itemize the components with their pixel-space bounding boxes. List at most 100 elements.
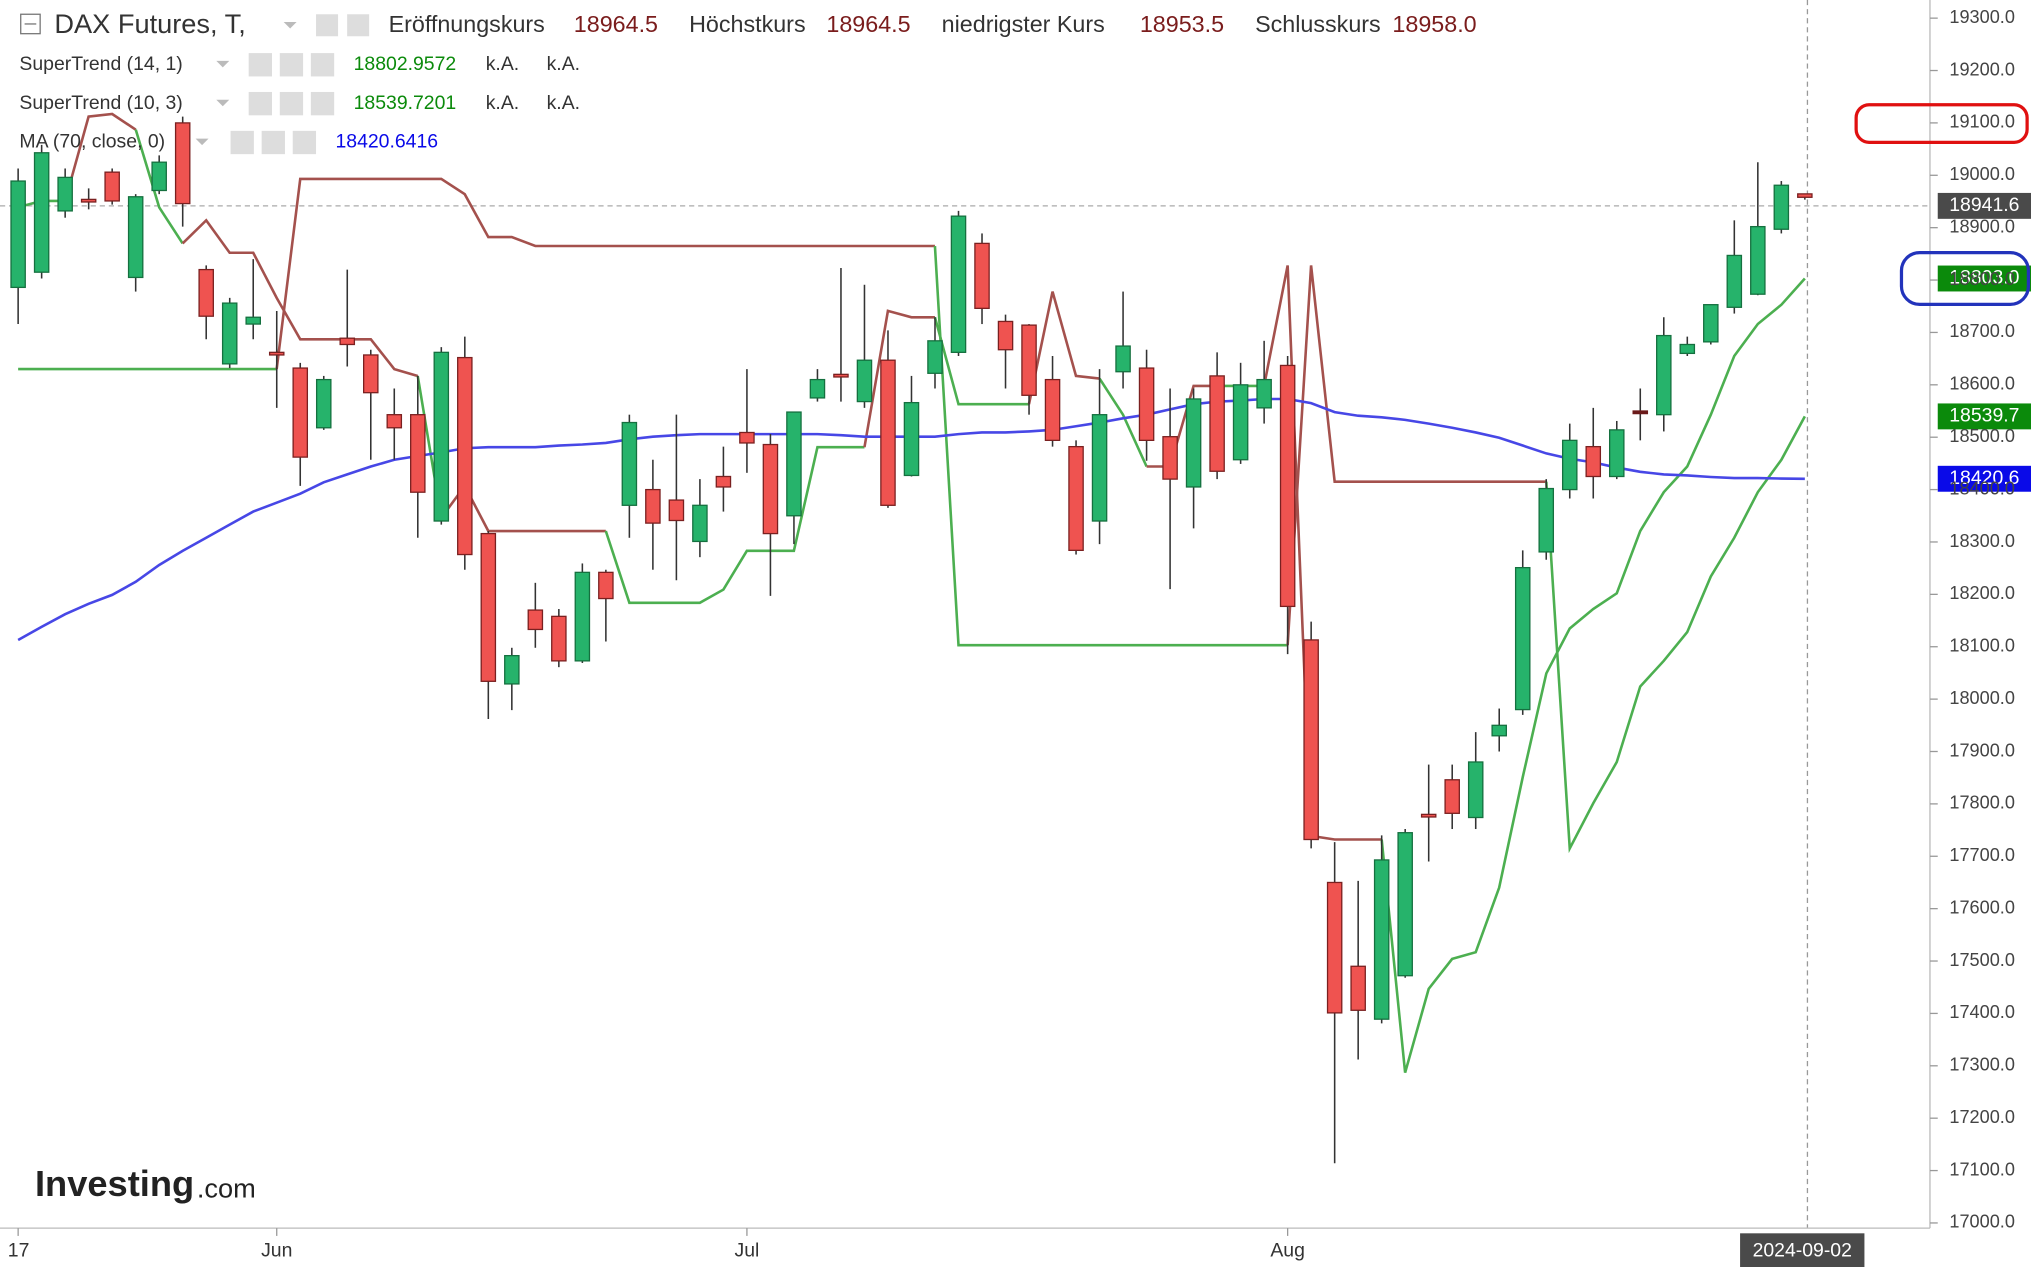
y-tick-label: 18500.0 (1949, 426, 2015, 446)
candle-body (997, 320, 1014, 351)
eye-icon[interactable] (248, 53, 273, 77)
candle-body (174, 122, 191, 205)
candle-body (950, 215, 967, 353)
highlight-blue (1899, 250, 2031, 307)
candle-body (668, 499, 685, 522)
eye-icon[interactable] (230, 130, 254, 155)
candle-body (292, 367, 309, 458)
candle-body (151, 161, 167, 192)
eye-icon[interactable] (316, 14, 339, 37)
candle-body (1608, 429, 1625, 478)
ohlc-value: 18953.5 (1140, 11, 1224, 37)
settings-icon[interactable] (279, 91, 304, 116)
supertrend-line (181, 218, 419, 378)
indicator-value: 18420.6416 (335, 131, 438, 153)
remove-icon[interactable] (310, 91, 335, 116)
watermark-suffix: .com (197, 1173, 256, 1204)
dropdown-icon[interactable] (195, 138, 209, 146)
highlight-red (1854, 103, 2029, 144)
settings-icon[interactable] (347, 14, 370, 37)
candle-body (1538, 487, 1555, 553)
candle-body (410, 414, 426, 493)
y-tick-label: 17000.0 (1949, 1212, 2015, 1232)
candle-body (880, 359, 896, 506)
indicator-name: SuperTrend (14, 1) (19, 53, 182, 75)
candle-body (104, 171, 120, 202)
indicator-extra: k.A. (547, 53, 580, 75)
candle-body (1703, 304, 1719, 343)
dropdown-icon[interactable] (283, 22, 297, 29)
settings-icon[interactable] (279, 53, 304, 77)
remove-icon[interactable] (292, 130, 317, 155)
candle-body (1750, 225, 1766, 295)
indicator-extra: k.A. (486, 92, 519, 114)
dropdown-icon[interactable] (216, 99, 230, 107)
candle-body (127, 196, 144, 279)
candle-body (245, 316, 261, 325)
candle-body (1514, 566, 1531, 711)
eye-icon[interactable] (248, 91, 273, 116)
collapse-button[interactable] (20, 13, 41, 35)
price-tag-label: 18539.7 (1949, 405, 2019, 427)
y-tick-label: 17400.0 (1949, 1002, 2015, 1022)
y-tick-label: 18400.0 (1949, 478, 2015, 498)
x-tick-label: Aug (1270, 1240, 1305, 1262)
candle-body (1632, 410, 1649, 415)
candle-body (715, 475, 732, 488)
x-tick-label: 17 (8, 1240, 30, 1262)
candle-body (974, 242, 990, 309)
dropdown-icon[interactable] (216, 60, 230, 68)
candle-body (221, 302, 238, 365)
watermark-brand: Investing (35, 1163, 194, 1204)
candle-body (386, 414, 403, 429)
candle-body (1679, 343, 1696, 355)
y-tick-label: 18300.0 (1949, 531, 2015, 551)
settings-icon[interactable] (261, 130, 285, 155)
y-tick-label: 17800.0 (1949, 793, 2015, 813)
candle-body (1256, 378, 1272, 409)
candle-body (1420, 813, 1437, 818)
x-tick-label: Jul (735, 1240, 760, 1262)
price-tag-label: 18420.6 (1949, 467, 2019, 489)
candle-body (1397, 832, 1413, 977)
indicator-extra: k.A. (486, 53, 519, 75)
candle-body (1021, 324, 1037, 396)
supertrend-line (134, 129, 184, 245)
ohlc-name: Höchstkurs (689, 11, 806, 37)
candle-body (80, 198, 97, 203)
supertrend-line (604, 445, 865, 605)
candle-body (1209, 375, 1225, 472)
y-tick-label: 18900.0 (1949, 216, 2015, 236)
candle-body (598, 571, 614, 600)
y-tick-label: 18000.0 (1949, 688, 2015, 708)
remove-icon[interactable] (310, 53, 335, 77)
candle-body (809, 378, 826, 399)
candle-body (692, 504, 708, 543)
candle-body (10, 180, 26, 289)
candle-body (198, 268, 214, 317)
candle-body (621, 421, 638, 506)
candle-body (315, 378, 332, 429)
crosshair-price-label: 18941.6 (1949, 194, 2019, 216)
watermark: Investing .com (35, 1163, 256, 1204)
legend: DAX Futures, T, Eröffnungskurs 18964.5 H… (19, 8, 1477, 155)
supertrend-line (1146, 384, 1218, 468)
candle-body (903, 401, 920, 477)
price-tag (1937, 403, 2031, 430)
candle-body (1726, 254, 1743, 308)
y-tick-label: 17100.0 (1949, 1159, 2015, 1179)
ohlc-value: 18964.5 (574, 11, 658, 37)
candle-body (1373, 859, 1390, 1020)
y-tick-label: 18200.0 (1949, 583, 2015, 603)
candle-body (504, 654, 520, 685)
supertrend-line (1545, 415, 1806, 854)
candle-body (551, 615, 567, 662)
y-tick-label: 19100.0 (1949, 112, 2015, 132)
x-tick-label: Jun (261, 1240, 292, 1262)
y-tick-label: 18600.0 (1949, 374, 2015, 394)
y-tick-label: 18700.0 (1949, 321, 2015, 341)
plot-area (0, 0, 1930, 1229)
